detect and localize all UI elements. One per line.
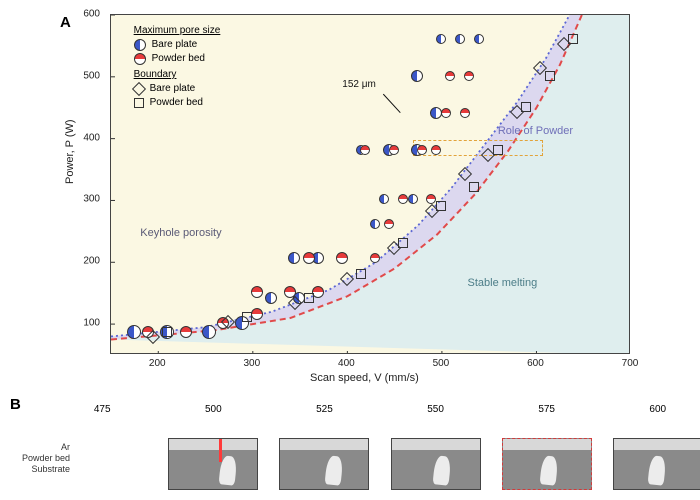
panel-b-row-labels: ArPowder bedSubstrate <box>10 442 70 475</box>
panel-b-label: B <box>10 396 21 413</box>
data-marker <box>455 34 465 44</box>
data-marker <box>493 145 503 155</box>
data-marker <box>336 252 348 264</box>
panel-b-thumb <box>613 438 700 490</box>
data-marker <box>568 34 578 44</box>
data-marker <box>312 286 324 298</box>
data-marker <box>304 293 314 303</box>
panel-b-tick: 550 <box>427 404 444 415</box>
panel-b-tick: 600 <box>649 404 666 415</box>
data-marker <box>398 238 408 248</box>
data-marker <box>360 145 370 155</box>
legend-swatch <box>134 39 146 51</box>
data-marker <box>469 182 479 192</box>
legend-header: Boundary <box>134 68 221 82</box>
legend-text: Powder bed <box>152 52 205 66</box>
pore-size-annotation: 152 μm <box>342 79 376 90</box>
x-tick: 400 <box>338 358 355 369</box>
region-label: Keyhole porosity <box>140 227 221 239</box>
data-marker <box>521 102 531 112</box>
data-marker <box>384 219 394 229</box>
data-marker <box>436 34 446 44</box>
data-marker <box>460 108 470 118</box>
panel-b: B 475 500 525 550 575 600 ArPowder bedSubstrat… <box>10 398 690 494</box>
panel-b-thumb <box>502 438 592 490</box>
legend-row: Bare plate <box>134 82 221 96</box>
data-marker <box>162 327 172 337</box>
legend-row: Bare plate <box>134 38 221 52</box>
legend-text: Bare plate <box>152 38 198 52</box>
data-marker <box>202 325 216 339</box>
data-marker <box>389 145 399 155</box>
data-marker <box>408 194 418 204</box>
x-tick: 500 <box>433 358 450 369</box>
panel-b-thumb <box>279 438 369 490</box>
panel-b-tick: 525 <box>316 404 333 415</box>
data-marker <box>370 253 380 263</box>
legend-row: Powder bed <box>134 96 221 110</box>
data-marker <box>379 194 389 204</box>
panel-b-tick: 575 <box>538 404 555 415</box>
chart-legend: Maximum pore sizeBare platePowder bedBou… <box>134 22 221 110</box>
data-marker <box>288 252 300 264</box>
data-marker <box>398 194 408 204</box>
panel-b-thumb <box>168 438 258 490</box>
data-marker <box>265 292 277 304</box>
legend-swatch <box>134 98 144 108</box>
legend-row: Powder bed <box>134 52 221 66</box>
region-label: Role of Powder <box>498 125 573 137</box>
legend-text: Bare plate <box>150 82 196 96</box>
legend-swatch <box>132 82 146 96</box>
x-tick: 600 <box>527 358 544 369</box>
x-axis-label: Scan speed, V (mm/s) <box>310 372 419 384</box>
x-tick: 700 <box>622 358 639 369</box>
panel-a-label: A <box>60 14 71 31</box>
data-marker <box>464 71 474 81</box>
panel-b-tick: 500 <box>205 404 222 415</box>
data-marker <box>417 145 427 155</box>
panel-a: A Maximum pore sizeBare platePowder bedB… <box>50 8 640 390</box>
data-marker <box>474 34 484 44</box>
data-marker <box>370 219 380 229</box>
data-marker <box>411 70 423 82</box>
data-marker <box>356 269 366 279</box>
laser-line-icon <box>219 439 222 462</box>
panel-b-thumb <box>391 438 481 490</box>
legend-swatch <box>134 53 146 65</box>
data-marker <box>545 71 555 81</box>
x-tick: 300 <box>243 358 260 369</box>
data-marker <box>445 71 455 81</box>
panel-b-tick: 475 <box>94 404 111 415</box>
legend-text: Powder bed <box>150 96 203 110</box>
data-marker <box>251 286 263 298</box>
legend-header: Maximum pore size <box>134 24 221 38</box>
region-label: Stable melting <box>468 277 538 289</box>
data-marker <box>242 312 252 322</box>
data-marker <box>303 252 315 264</box>
data-marker <box>441 108 451 118</box>
data-marker <box>127 325 141 339</box>
data-marker <box>436 201 446 211</box>
data-marker <box>251 308 263 320</box>
data-marker <box>180 326 192 338</box>
data-marker <box>431 145 441 155</box>
y-axis-label: Power, P (W) <box>64 119 76 184</box>
x-tick: 200 <box>149 358 166 369</box>
